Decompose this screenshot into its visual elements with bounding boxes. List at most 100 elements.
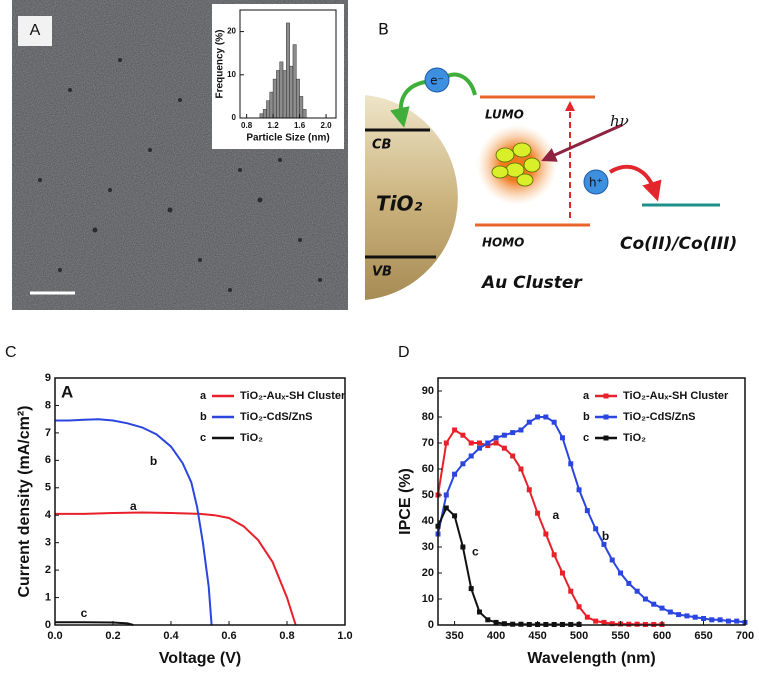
point-marker [551, 419, 557, 425]
point-marker [468, 440, 474, 446]
point-marker [460, 544, 466, 550]
hole [583, 169, 609, 195]
y-tick-label: 80 [422, 411, 434, 423]
point-marker [593, 526, 599, 532]
y-tick-label: 1 [45, 591, 51, 603]
point-marker [725, 618, 731, 624]
x-tick-label: 350 [445, 630, 463, 642]
plot-frame [54, 377, 346, 626]
point-marker [576, 604, 582, 610]
point-marker [443, 505, 449, 511]
point-marker [510, 453, 516, 459]
plot-frame [239, 9, 337, 119]
point-marker [601, 619, 607, 625]
lumo-label: LUMO [485, 108, 524, 122]
point-marker [634, 621, 640, 627]
point-marker [468, 453, 474, 459]
light-arrow [541, 123, 623, 162]
point-marker [485, 440, 491, 446]
point-marker [493, 440, 499, 446]
x-tick-label: 500 [570, 630, 588, 642]
point-marker [593, 618, 599, 624]
y-tick-label: 60 [422, 463, 434, 475]
x-tick-label: 450 [528, 630, 546, 642]
y-tick-label: 20 [422, 567, 434, 579]
point-marker [543, 531, 549, 537]
bar [302, 109, 307, 119]
point-marker [667, 609, 673, 615]
point-marker [452, 471, 458, 477]
point-marker [576, 487, 582, 493]
legend-label: TiO₂-CdS/ZnS [623, 411, 696, 423]
point-marker [568, 588, 574, 594]
curve-label: c [472, 544, 479, 558]
point-marker [559, 435, 565, 441]
curve-label: b [602, 529, 609, 543]
point-marker [568, 461, 574, 467]
label-box [18, 16, 52, 46]
point-marker [642, 596, 648, 602]
y-tick-label: 7 [45, 427, 51, 439]
point-marker [717, 617, 723, 623]
x-axis-title: Voltage (V) [159, 650, 241, 667]
cb-label: CB [372, 138, 392, 153]
panel-label: A [30, 22, 41, 39]
hv-label: hν [610, 112, 629, 130]
au-cluster [491, 142, 541, 187]
bar [259, 113, 264, 119]
legend-label: TiO₂-CdS/ZnS [240, 411, 313, 423]
y-tick-label: 40 [422, 515, 434, 527]
legend-label: TiO₂-Auₓ-SH Cluster [240, 390, 346, 402]
x-tick-label: 0.6 [221, 630, 236, 642]
energy-diagram: B CB VB TiO₂ LUMO HOMO hν e⁻ h⁺ Co(II)/C… [365, 20, 737, 300]
panel-tag: A [61, 382, 73, 401]
point-marker [493, 435, 499, 441]
legend-key: c [200, 432, 206, 444]
chart-c: a a TiO₂-Auₓ-SH Cluster b b TiO₂-CdS/ZnS c c TiO… [16, 372, 352, 667]
x-tick-label: 1.6 [294, 121, 306, 130]
x-tick-label: 550 [611, 630, 629, 642]
point-marker [460, 461, 466, 467]
point-marker [476, 440, 482, 446]
y-tick-label: 50 [422, 489, 434, 501]
bar [296, 78, 300, 119]
legend-key: c [583, 432, 589, 444]
y-tick-label: 70 [422, 437, 434, 449]
tem-image: A [12, 0, 348, 310]
point-marker [526, 487, 532, 493]
injection-arrow-1 [447, 72, 477, 96]
y-tick-label: 10 [227, 70, 236, 79]
bar [262, 109, 267, 119]
point-marker [734, 618, 740, 624]
panel-label: C [5, 344, 17, 361]
y-tick-label: 5 [45, 482, 51, 494]
point-marker [452, 427, 458, 433]
point-marker [551, 552, 557, 558]
tio2-particle [365, 95, 458, 300]
point-marker [443, 492, 449, 498]
point-marker [535, 510, 541, 516]
legend-key: b [583, 411, 590, 423]
point-marker [443, 440, 449, 446]
series-line [437, 416, 746, 624]
y-tick-label: 90 [422, 385, 434, 397]
point-marker [510, 621, 516, 627]
point-marker [684, 613, 690, 619]
point-marker [609, 557, 615, 563]
x-tick-label: 400 [487, 630, 505, 642]
y-tick-label: 4 [45, 509, 52, 521]
point-marker [518, 466, 524, 472]
inset-histogram: 0.8 1.2 1.6 2.0 0 10 20 Particle Size (nm) Frequ… [215, 9, 337, 144]
y-tick-label: 0 [428, 619, 434, 631]
tio2-label: TiO₂ [376, 192, 423, 216]
point-marker [626, 621, 632, 627]
x-axis-title: Particle Size (nm) [246, 133, 329, 144]
x-tick-label: 0.8 [241, 121, 253, 130]
point-marker [510, 430, 516, 436]
point-marker [485, 617, 491, 623]
x-tick-label: 650 [694, 630, 712, 642]
x-tick-label: 2.0 [321, 121, 333, 130]
legend-marker [603, 414, 609, 420]
point-marker [584, 508, 590, 514]
point-marker [501, 432, 507, 438]
